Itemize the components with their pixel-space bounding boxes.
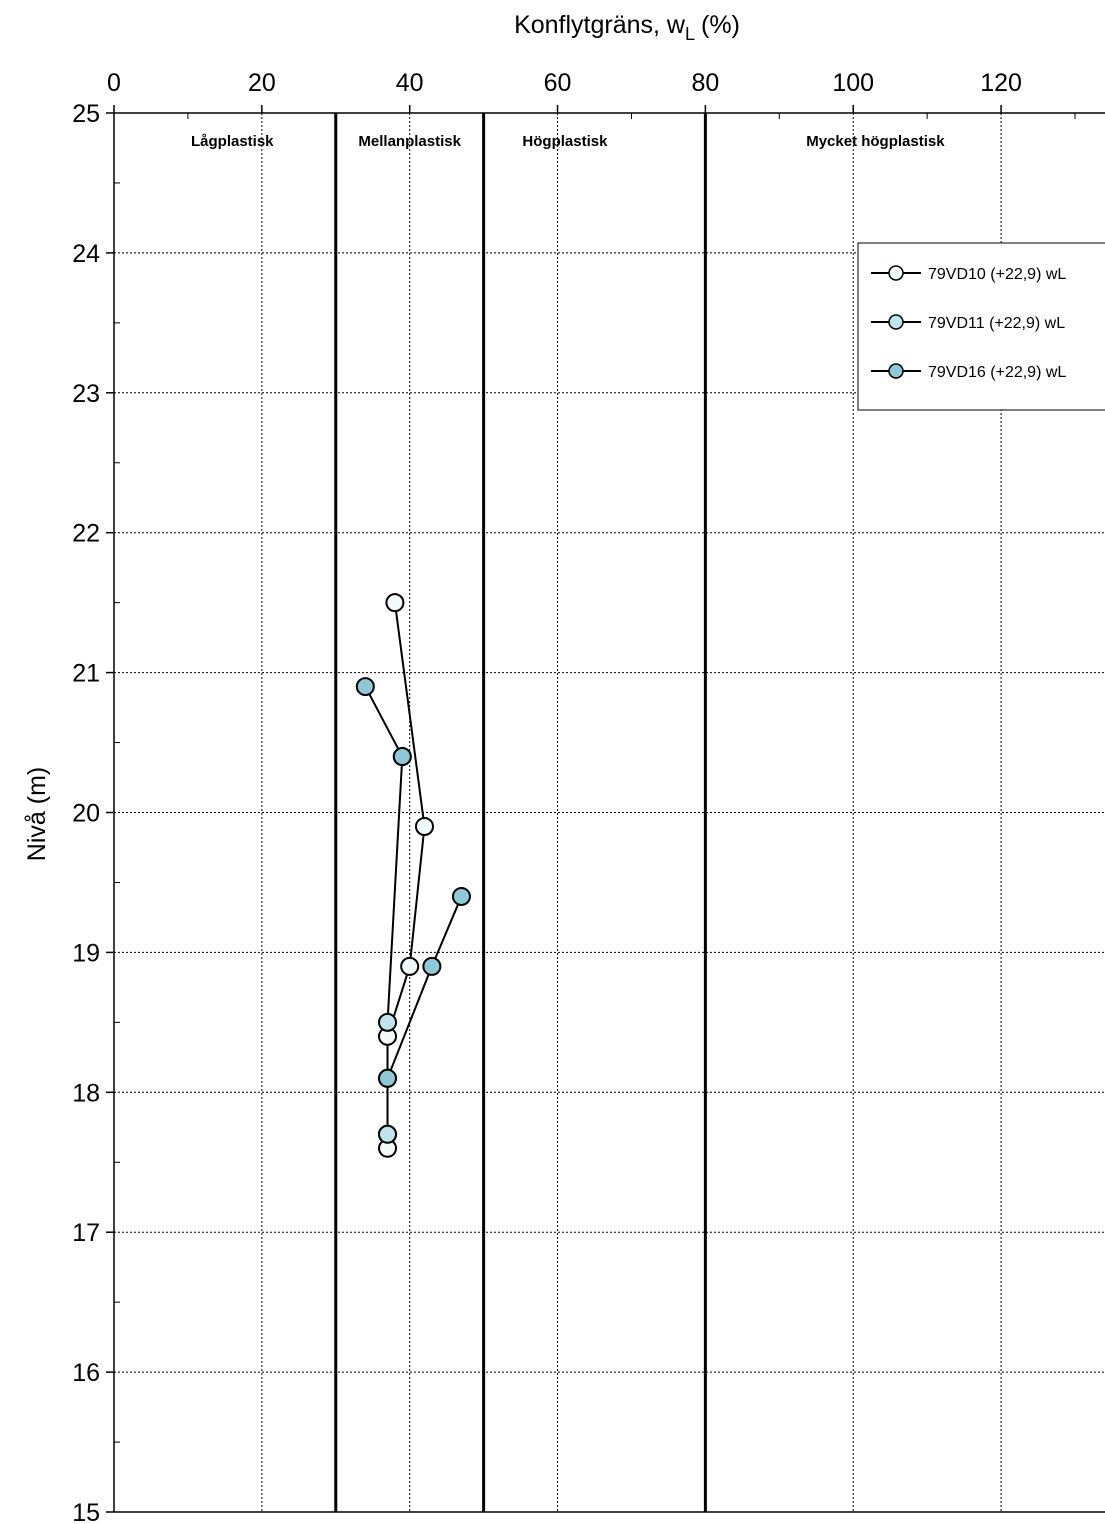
- y-tick-label: 16: [72, 1359, 100, 1387]
- series-line: [386, 756, 404, 1135]
- x-tick-label: 80: [691, 69, 719, 97]
- tick-labels: 0 20 40 60 80 100 120 15 16 17 18 19 20 21 22 23 24 25: [72, 69, 1022, 1524]
- x-tick-label: 40: [396, 69, 424, 97]
- x-tick-label: 100: [832, 69, 874, 97]
- x-axis-title-unit: (%): [701, 11, 740, 39]
- legend-marker: [888, 363, 904, 379]
- legend-entry: 79VD11 (+22,9) wL: [928, 315, 1065, 332]
- legend-entry: 79VD10 (+22,9) wL: [928, 266, 1066, 283]
- data-point: [378, 1068, 398, 1088]
- y-tick-label: 19: [72, 939, 100, 967]
- y-tick-label: 18: [72, 1079, 100, 1107]
- series-line: [386, 896, 463, 1079]
- zone-label: Mellanplastisk: [358, 133, 461, 150]
- x-tick-label: 120: [980, 69, 1022, 97]
- zone-labels: Lågplastisk Mellanplastisk Högplastisk Myck…: [191, 133, 945, 150]
- data-point: [392, 747, 412, 767]
- x-tick-label: 60: [544, 69, 572, 97]
- data-point: [422, 956, 442, 976]
- y-tick-label: 20: [72, 800, 100, 828]
- y-tick-label: 22: [72, 520, 100, 548]
- x-axis-title-subscript: L: [685, 24, 695, 44]
- data-point: [400, 956, 420, 976]
- series-line: [364, 686, 404, 758]
- zone-label: Lågplastisk: [191, 133, 274, 150]
- legend-marker: [888, 314, 904, 330]
- x-tick-label: 0: [107, 69, 121, 97]
- axes: [106, 105, 1105, 1513]
- y-tick-label: 17: [72, 1219, 100, 1247]
- y-tick-label: 23: [72, 380, 100, 408]
- data-point: [378, 1124, 398, 1144]
- data-point: [451, 886, 471, 906]
- zone-boundaries: [334, 113, 707, 1512]
- data-point: [414, 816, 434, 836]
- data-point: [355, 677, 375, 697]
- x-axis-title: Konflytgräns, wL (%): [514, 11, 740, 44]
- x-tick-label: 20: [248, 69, 276, 97]
- y-tick-label: 24: [72, 240, 100, 268]
- y-tick-label: 15: [72, 1499, 100, 1524]
- zone-label: Mycket högplastisk: [806, 133, 945, 150]
- data-series: [355, 593, 471, 1158]
- data-point: [385, 593, 405, 613]
- legend: 79VD10 (+22,9) wL 79VD11 (+22,9) wL 79VD16…: [857, 242, 1105, 411]
- zone-label: Högplastisk: [522, 133, 608, 150]
- legend-marker: [888, 265, 904, 281]
- x-axis-title-main: Konflytgräns, w: [514, 11, 686, 39]
- y-tick-label: 25: [72, 100, 100, 128]
- y-tick-label: 21: [72, 660, 100, 688]
- data-point: [378, 1012, 398, 1032]
- legend-entry: 79VD16 (+22,9) wL: [928, 364, 1066, 381]
- y-axis-title: Nivå (m): [23, 767, 51, 861]
